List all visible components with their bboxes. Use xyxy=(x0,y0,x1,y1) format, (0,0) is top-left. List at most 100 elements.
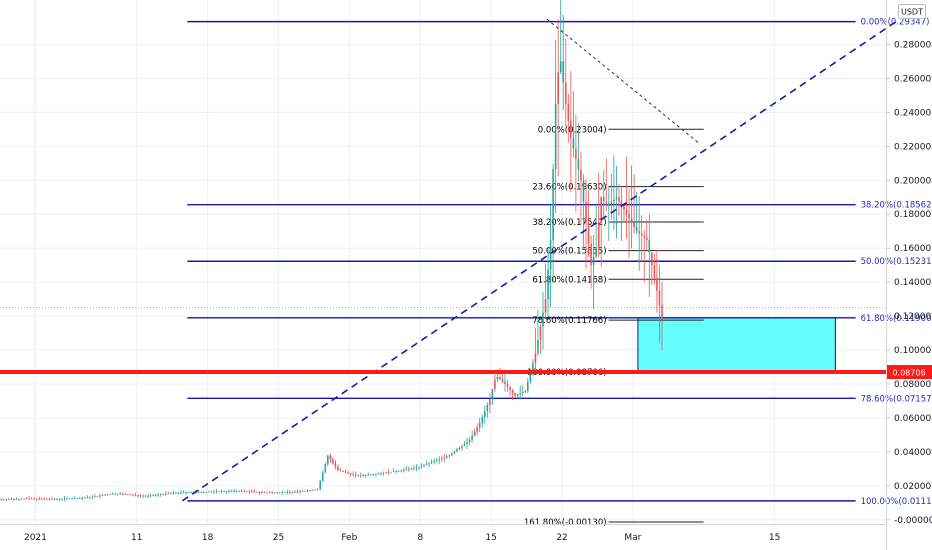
candle-body xyxy=(337,466,339,471)
candle-body xyxy=(539,326,542,340)
candle-body xyxy=(527,381,529,391)
candle-body xyxy=(208,491,210,493)
candle-body xyxy=(370,474,372,476)
x-tick-label: 11 xyxy=(131,533,142,543)
candle-body xyxy=(286,492,289,493)
candle-body xyxy=(263,492,266,494)
candle-body xyxy=(228,491,230,492)
y-tick-label: 0.14000 xyxy=(894,278,931,288)
candle-body xyxy=(443,457,446,459)
candle-body xyxy=(400,470,403,471)
candle-body xyxy=(235,490,238,492)
y-tick-label: 0.08000 xyxy=(894,380,931,390)
candle-body xyxy=(549,239,552,270)
candle-body xyxy=(562,61,565,83)
candle-body xyxy=(321,472,324,481)
local-fib-level-label: 61.80%(0.14168) xyxy=(532,275,606,285)
candle-body xyxy=(605,201,608,206)
candle-body xyxy=(220,491,223,493)
y-tick-label: 0.12000 xyxy=(894,312,931,322)
candle-body xyxy=(658,290,661,306)
candle-body xyxy=(316,489,319,491)
candle-body xyxy=(587,222,590,244)
time-axis[interactable]: 2021 11 18 25 Feb 8 15 22 Mar 15 xyxy=(24,533,780,543)
candle-body xyxy=(489,399,491,406)
candle-body xyxy=(223,491,225,493)
candle-body xyxy=(635,226,638,232)
y-tick-label: 0.26000 xyxy=(894,74,931,84)
candle-body xyxy=(261,492,263,494)
x-tick-label: 15 xyxy=(485,533,496,543)
candle-body xyxy=(390,471,392,473)
candle-body xyxy=(127,494,129,496)
candle-body xyxy=(537,339,539,354)
candle-body xyxy=(567,103,570,121)
candle-body xyxy=(40,498,43,500)
candle-body xyxy=(273,492,276,494)
local-fib-trend-line xyxy=(546,18,699,144)
candle-body xyxy=(451,453,453,456)
candle-body xyxy=(511,389,514,393)
candle-body xyxy=(661,305,663,320)
x-tick-label: 8 xyxy=(417,533,423,543)
candle-body xyxy=(15,498,18,500)
x-tick-label: 25 xyxy=(273,533,284,543)
candle-body xyxy=(542,312,544,327)
candle-body xyxy=(494,379,496,390)
candle-body xyxy=(440,458,443,460)
candle-body xyxy=(246,491,248,493)
candle-body xyxy=(342,471,344,473)
candle-body xyxy=(600,197,603,223)
candle-body xyxy=(319,480,322,490)
candle-body xyxy=(81,497,84,499)
candle-body xyxy=(66,498,68,500)
candle-body xyxy=(121,493,124,495)
candle-body xyxy=(552,168,554,240)
candle-body xyxy=(557,72,559,104)
macro-fib-level-label: 61.80%(0.11900) xyxy=(861,314,932,324)
candle-body xyxy=(385,472,387,474)
candle-body xyxy=(78,497,81,499)
y-tick-label: 0.16000 xyxy=(894,244,931,254)
currency-badge[interactable] xyxy=(898,4,926,19)
candle-body xyxy=(84,497,86,499)
price-axis[interactable]: 0.28000 0.26000 0.24000 0.22000 0.20000 0.180… xyxy=(886,40,932,526)
candle-body xyxy=(402,469,405,471)
candle-body xyxy=(445,456,448,458)
macro-fib-level-label: 100.00%(0.01115) xyxy=(861,497,932,507)
candle-body xyxy=(68,498,71,500)
candle-body xyxy=(435,460,438,462)
candle-body xyxy=(99,495,101,497)
candle-body xyxy=(256,491,258,493)
candle-body xyxy=(597,222,600,249)
candle-body xyxy=(46,498,48,500)
candle-body xyxy=(466,441,468,444)
candle-body xyxy=(514,392,516,396)
candle-body xyxy=(71,498,73,500)
candle-body xyxy=(395,470,397,472)
candle-body xyxy=(20,498,23,500)
candle-body xyxy=(190,492,192,494)
candle-body xyxy=(210,491,213,493)
candle-body xyxy=(433,461,435,463)
candle-body xyxy=(618,197,620,202)
local-fib-level-label: 50.00%(0.15855) xyxy=(532,247,606,257)
candle-body xyxy=(154,494,157,496)
price-line-badge-label: 0.08706 xyxy=(892,369,925,378)
candle-body xyxy=(116,493,119,495)
local-fib-level-label: 161.80%(-0.00130) xyxy=(524,518,607,528)
candle-body xyxy=(590,243,592,266)
candle-body xyxy=(162,494,165,495)
candle-body xyxy=(58,498,61,500)
price-line-badge xyxy=(887,365,932,380)
candle-body xyxy=(608,203,610,206)
y-tick-label: 0.28000 xyxy=(894,40,931,50)
candle-body xyxy=(592,256,595,266)
y-tick-label: 0.18000 xyxy=(894,210,931,220)
candle-body xyxy=(35,498,38,500)
candle-body xyxy=(101,495,104,497)
candle-body xyxy=(352,473,354,475)
local-fib-level-label: 0.00%(0.23004) xyxy=(538,125,607,135)
candle-body xyxy=(296,491,299,493)
